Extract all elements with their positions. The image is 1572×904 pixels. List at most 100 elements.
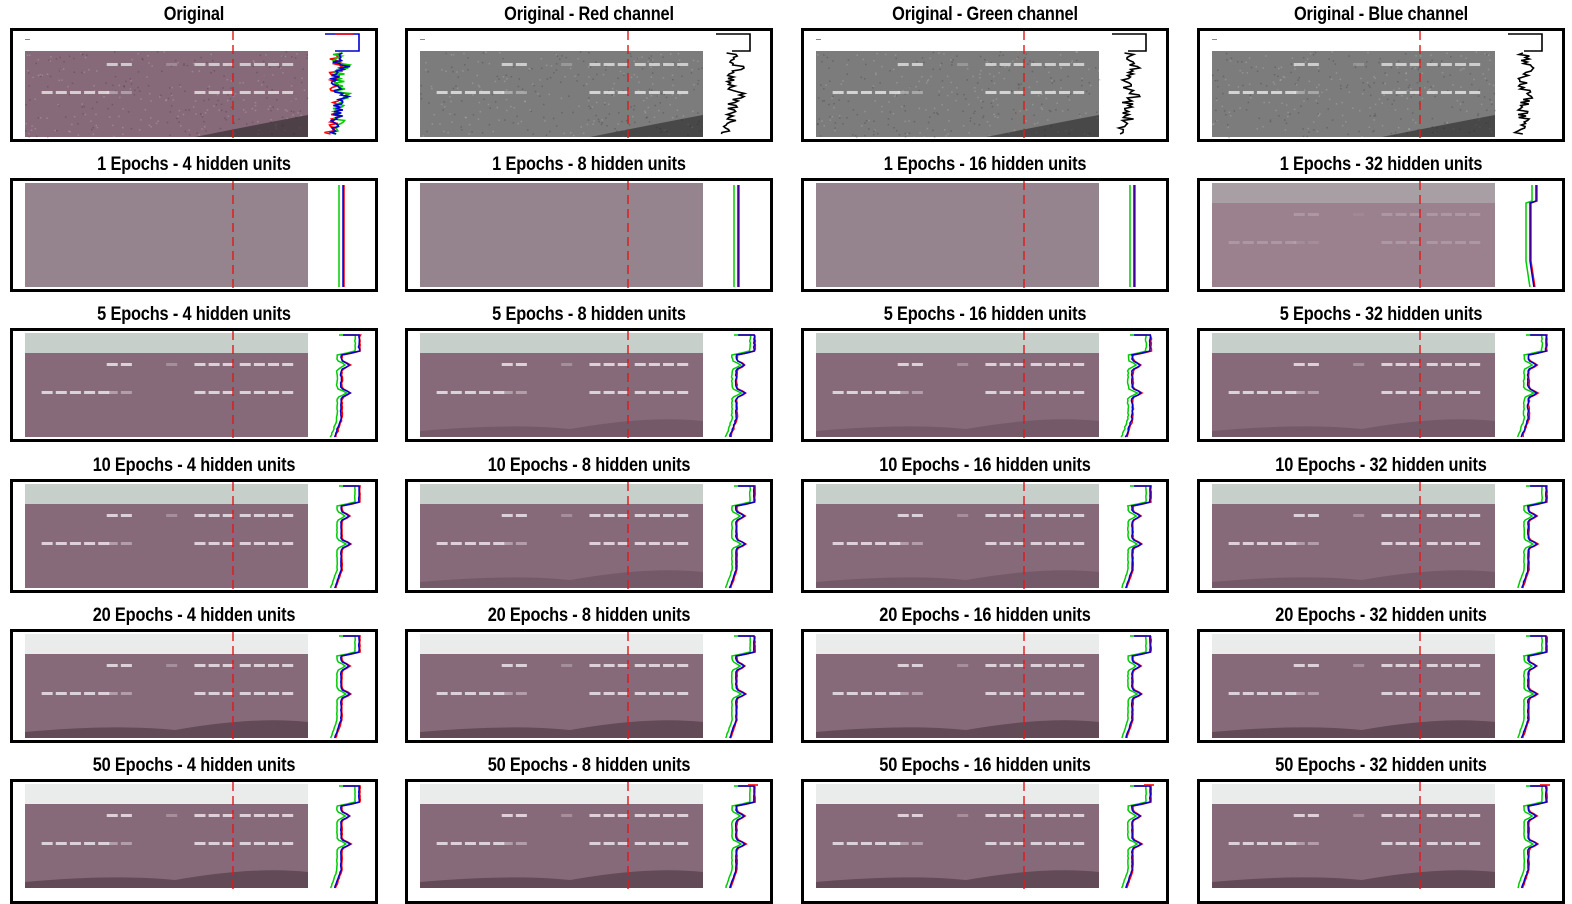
gel-noise [225,111,227,113]
gel-band-lower [222,542,234,545]
gel-noise [617,111,620,114]
gel-noise [1031,103,1034,106]
gel-noise [1069,93,1072,95]
gel-band-lower [69,842,81,845]
gel-band-lower [1073,692,1085,695]
gel-noise [1374,113,1376,115]
gel-noise [93,84,95,87]
gel-band-upper [1044,514,1056,517]
gel-noise [615,89,618,92]
gel-band-upper [999,514,1011,517]
gel-noise [1285,104,1288,106]
gel-noise [932,68,934,71]
gel-noise [1367,51,1369,54]
gel-noise [543,116,545,119]
gel-noise [292,114,294,116]
gel-band-lower [1271,391,1283,394]
gel-noise [1317,115,1320,117]
gel-noise [561,55,563,57]
gel-band-upper [222,63,234,66]
intensity-profile-line [725,785,752,889]
gel-band-lower [1469,692,1481,695]
gel-band-upper [222,514,234,517]
gel-band-upper [1409,814,1421,817]
gel-band-lower [846,391,858,394]
gel-noise [285,51,288,53]
gel-band-upper [1307,213,1319,216]
gel-noise [865,63,867,66]
gel-band-upper [222,664,234,667]
gel-band-lower [677,91,689,94]
gel-noise [1067,108,1069,111]
gel-band-lower [1426,842,1438,845]
gel-noise [463,52,465,55]
gel-noise [1446,121,1448,124]
gel-noise [447,131,449,134]
gel-noise [279,65,281,68]
gel-noise [1438,65,1440,67]
gel-noise [1268,101,1271,104]
gel-noise [638,81,640,84]
gel-band-lower [985,692,997,695]
gel-noise [549,130,551,133]
gel-band-lower [436,842,448,845]
gel-noise [1215,99,1218,101]
gel-noise [201,114,204,116]
gel-band-upper [1395,814,1407,817]
panel-r3-c3: 10 Epochs - 32 hidden units [1197,451,1565,601]
gel-noise [137,86,139,89]
gel-band-lower [69,391,81,394]
gel-noise [1048,109,1051,112]
gel-noise [1306,135,1309,138]
gel-band-lower [1013,842,1025,845]
gel-noise [1223,110,1226,112]
gel-noise [1029,60,1031,62]
gel-noise [579,51,582,53]
gel-noise [56,130,58,132]
gel-noise [477,84,480,87]
gel-noise [929,57,931,60]
gel-noise [463,64,466,66]
gel-band-upper [1044,664,1056,667]
gel-noise [25,104,27,106]
gel-noise [1237,86,1240,88]
gel-noise [997,116,999,119]
panel-frame [405,178,773,292]
gel-noise [1360,77,1362,80]
gel-band-lower [985,542,997,545]
gel-noise [1381,102,1384,104]
gel-image [25,353,308,437]
gel-band-lower [1285,842,1297,845]
gel-noise [189,134,191,136]
intensity-profile-line [329,785,357,889]
gel-noise [573,134,575,137]
gel-noise [262,81,265,83]
gel-band-upper [1381,514,1393,517]
gel-noise [1339,84,1342,87]
gel-noise [1296,90,1298,93]
gel-band-upper [282,664,294,667]
gel-noise [938,94,940,96]
panel-image [25,482,361,590]
gel-noise [91,128,93,131]
gel-noise [993,113,995,116]
gel-band-lower [999,542,1011,545]
gel-noise [196,132,198,134]
gel-noise [1339,78,1342,81]
gel-noise [588,66,590,68]
gel-noise [483,98,485,101]
intensity-profile-line [729,785,756,889]
gel-band-upper [1030,664,1042,667]
gel-noise [290,110,293,112]
gel-noise [1249,94,1252,97]
gel-band-lower [1409,241,1421,244]
panel-r4-c1: 20 Epochs - 8 hidden units [405,601,773,751]
gel-noise [862,58,865,61]
gel-noise [505,98,508,101]
gel-noise [617,123,619,125]
gel-noise [27,69,29,72]
gel-band-upper [617,814,629,817]
gel-noise [188,129,190,131]
gel-noise [539,79,541,81]
gel-noise [697,83,699,85]
